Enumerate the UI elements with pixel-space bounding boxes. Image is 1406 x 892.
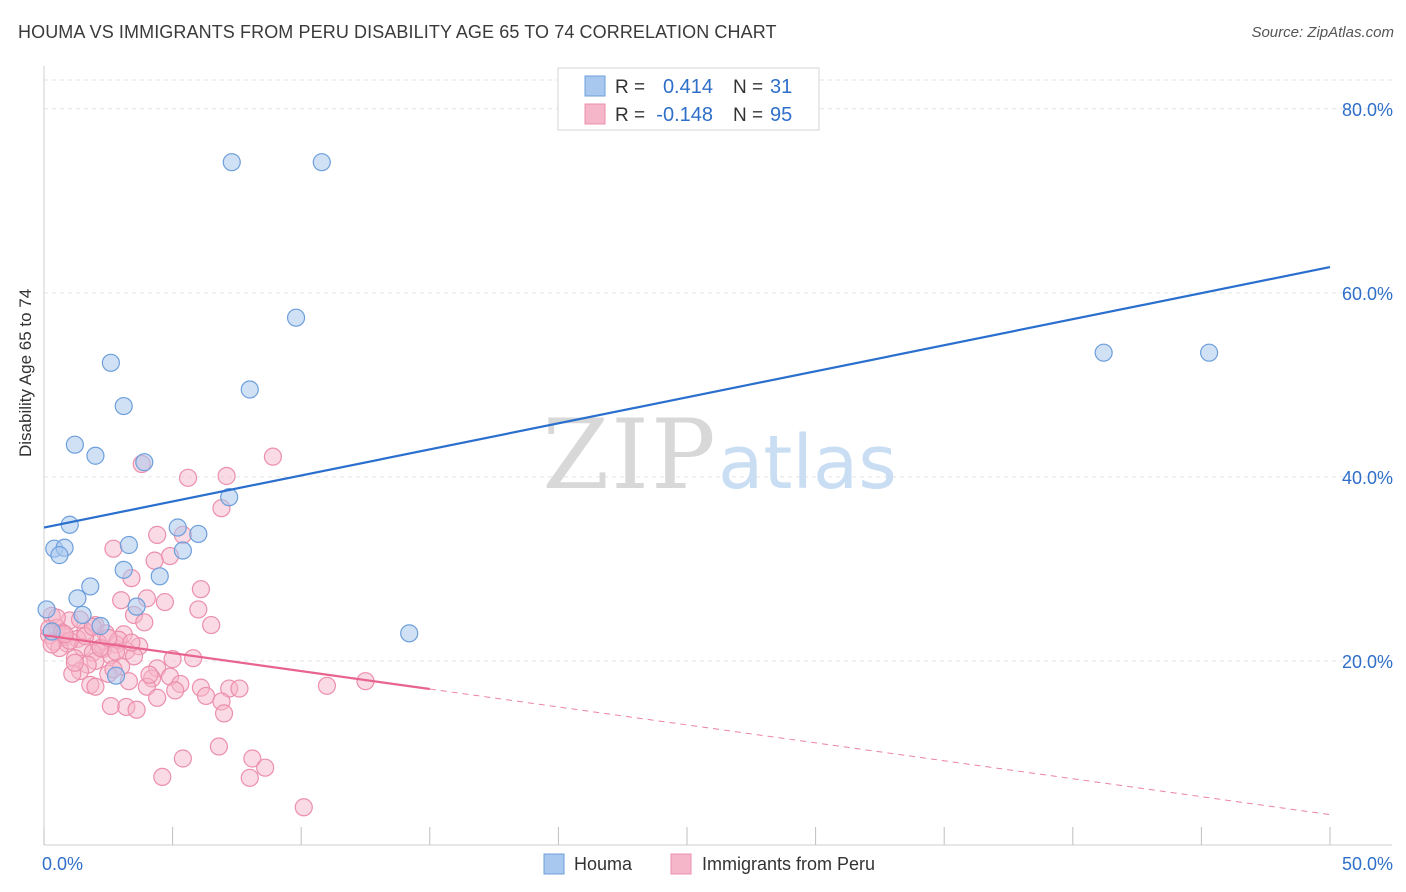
point-peru bbox=[148, 525, 167, 544]
point-houma bbox=[37, 600, 56, 619]
point-peru bbox=[112, 591, 131, 610]
legend: R = 0.414 N = 31 R = -0.148 N = 95 bbox=[557, 67, 820, 131]
point-houma bbox=[135, 453, 154, 472]
point-houma bbox=[106, 666, 126, 685]
trend-line-peru bbox=[43, 634, 430, 691]
point-peru bbox=[140, 665, 159, 684]
point-peru bbox=[196, 686, 216, 706]
point-houma bbox=[50, 546, 69, 565]
point-houma bbox=[150, 567, 169, 586]
y-tick-label: 80.0% bbox=[1342, 100, 1393, 120]
point-peru bbox=[127, 700, 146, 719]
point-peru bbox=[101, 696, 120, 716]
point-peru bbox=[155, 592, 174, 612]
point-houma bbox=[286, 308, 306, 327]
trend-line-peru-extrapolated bbox=[429, 688, 1331, 816]
point-houma bbox=[189, 524, 208, 544]
point-peru bbox=[173, 749, 192, 768]
legend-r-label: R = bbox=[615, 77, 645, 98]
legend-r-label: R = bbox=[615, 105, 645, 126]
point-peru bbox=[202, 615, 221, 635]
point-houma bbox=[222, 153, 241, 172]
bottom-legend[interactable]: Houma Immigrants from Peru bbox=[543, 853, 875, 875]
bottom-legend-label-peru: Immigrants from Peru bbox=[702, 854, 875, 874]
legend-n-label: N = bbox=[733, 77, 763, 98]
point-houma bbox=[114, 396, 133, 416]
point-peru bbox=[230, 679, 249, 698]
point-houma bbox=[400, 624, 419, 643]
point-peru bbox=[184, 649, 203, 668]
point-peru bbox=[65, 653, 84, 672]
trend-lines bbox=[43, 266, 1331, 816]
legend-swatch bbox=[584, 103, 606, 125]
point-peru bbox=[145, 551, 164, 570]
y-tick-label: 60.0% bbox=[1342, 284, 1393, 304]
point-peru bbox=[243, 749, 262, 768]
point-houma bbox=[119, 535, 138, 555]
legend-swatch bbox=[584, 75, 606, 97]
trend-line-houma bbox=[43, 266, 1331, 529]
point-peru bbox=[256, 758, 275, 777]
watermark-zip: ZIP bbox=[542, 399, 717, 511]
point-houma bbox=[81, 577, 100, 596]
point-peru bbox=[163, 650, 182, 669]
point-peru bbox=[209, 737, 228, 756]
point-houma bbox=[168, 518, 187, 537]
point-houma bbox=[1094, 343, 1113, 362]
point-peru bbox=[317, 676, 337, 695]
point-houma bbox=[240, 380, 259, 399]
watermark-atlas: atlas bbox=[718, 420, 897, 506]
point-houma bbox=[60, 515, 79, 534]
point-peru bbox=[104, 539, 123, 558]
x-tick-label-min: 0.0% bbox=[42, 854, 83, 874]
point-houma bbox=[312, 153, 331, 172]
point-peru bbox=[217, 466, 236, 486]
point-peru bbox=[135, 613, 154, 632]
source-label: Source: ZipAtlas.com bbox=[1251, 24, 1394, 41]
point-houma bbox=[73, 605, 92, 625]
legend-r-value: -0.148 bbox=[656, 104, 713, 126]
point-houma bbox=[65, 435, 84, 454]
point-peru bbox=[191, 580, 210, 599]
bottom-legend-swatch-peru bbox=[670, 853, 692, 875]
point-peru bbox=[106, 642, 126, 661]
point-peru bbox=[240, 768, 259, 787]
point-houma bbox=[101, 353, 120, 372]
chart-title: HOUMA VS IMMIGRANTS FROM PERU DISABILITY… bbox=[18, 22, 777, 42]
point-peru bbox=[148, 688, 167, 707]
point-peru bbox=[178, 468, 198, 487]
point-houma bbox=[86, 446, 105, 465]
point-peru bbox=[153, 767, 172, 787]
point-houma bbox=[173, 541, 192, 560]
points-immigrants-from-peru bbox=[40, 447, 375, 817]
point-peru bbox=[214, 704, 234, 723]
point-peru bbox=[86, 677, 105, 696]
legend-n-label: N = bbox=[733, 105, 763, 126]
point-peru bbox=[263, 447, 283, 466]
point-peru bbox=[294, 798, 313, 817]
point-houma bbox=[114, 560, 133, 579]
gridlines bbox=[44, 79, 1392, 662]
legend-n-value: 95 bbox=[770, 104, 792, 126]
x-tick-label-max: 50.0% bbox=[1342, 854, 1393, 874]
watermark: ZIP atlas bbox=[542, 399, 896, 511]
legend-n-value: 31 bbox=[770, 76, 792, 98]
point-houma bbox=[91, 616, 110, 636]
bottom-legend-swatch-houma bbox=[543, 853, 565, 875]
point-houma bbox=[220, 488, 239, 507]
point-peru bbox=[166, 681, 185, 700]
point-peru bbox=[189, 600, 208, 619]
bottom-legend-label-houma: Houma bbox=[574, 854, 633, 874]
tick-labels: 20.0% 40.0% 60.0% 80.0% 0.0% 50.0% bbox=[42, 100, 1393, 874]
axes bbox=[43, 66, 1392, 846]
point-houma bbox=[127, 597, 146, 616]
y-tick-label: 40.0% bbox=[1342, 468, 1393, 488]
point-houma bbox=[1200, 343, 1219, 362]
point-houma bbox=[68, 589, 87, 608]
legend-r-value: 0.414 bbox=[663, 76, 713, 98]
y-tick-label: 20.0% bbox=[1342, 652, 1393, 672]
